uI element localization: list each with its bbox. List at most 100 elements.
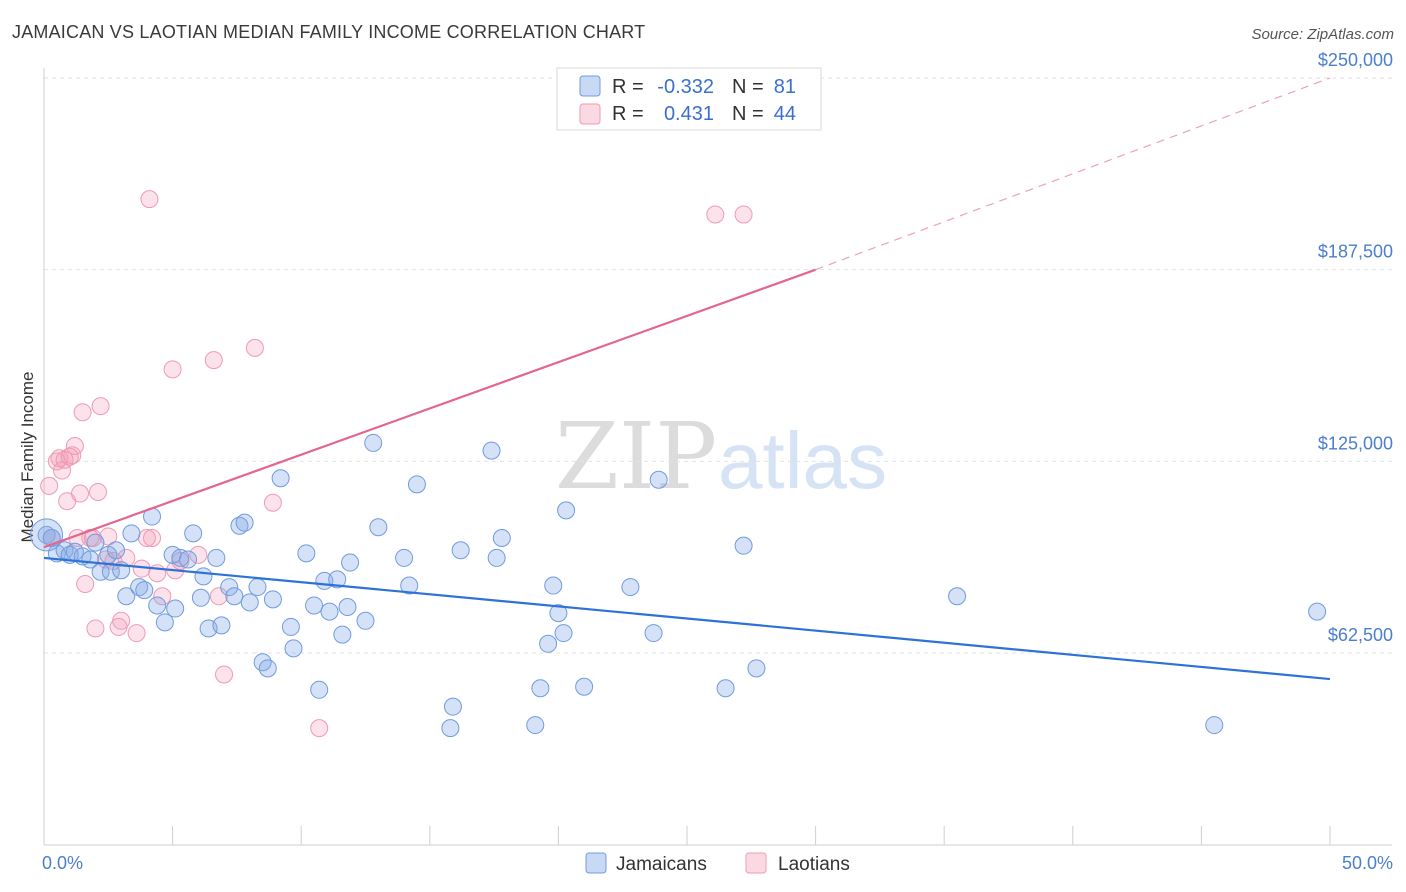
laotian-point <box>65 437 84 455</box>
y-tick-label: $62,500 <box>1328 625 1393 645</box>
chart-source: Source: ZipAtlas.com <box>1251 26 1394 43</box>
laotians-points <box>40 190 753 738</box>
jamaican-point <box>487 548 506 567</box>
legend-r-value: -0.332 <box>657 76 714 98</box>
jamaican-point <box>356 611 375 630</box>
legend-n-label: N = <box>732 103 764 125</box>
stats-legend: R = -0.332 N = 81 R = 0.431 N = 44 <box>556 67 822 131</box>
jamaican-point <box>194 567 213 586</box>
laotian-point <box>263 493 282 512</box>
jamaican-point <box>554 624 573 643</box>
laotian-point <box>71 484 90 503</box>
laotian-point <box>40 476 59 495</box>
jamaican-point <box>284 639 303 658</box>
y-axis-label: Median Family Income <box>18 371 37 542</box>
trend-lines <box>43 77 1331 681</box>
laotian-point <box>112 611 131 630</box>
jamaican-point <box>557 501 576 520</box>
jamaican-point <box>220 578 239 597</box>
jamaican-point <box>482 441 501 460</box>
laotians-trend-line <box>43 268 816 549</box>
jamaican-point <box>1205 716 1224 735</box>
y-tick-label: $250,000 <box>1318 50 1393 70</box>
jamaicans-points <box>30 433 1327 738</box>
jamaican-point <box>328 570 347 589</box>
legend-n-value: 44 <box>774 103 796 125</box>
laotian-point <box>245 338 264 357</box>
jamaican-point <box>549 604 568 623</box>
laotians-legend-label: Laotians <box>778 854 850 875</box>
jamaican-point <box>271 469 290 488</box>
y-tick-label: $125,000 <box>1318 433 1393 453</box>
jamaican-point <box>184 524 203 543</box>
jamaican-point <box>443 697 462 716</box>
jamaican-point <box>207 548 226 567</box>
laotian-point <box>163 360 182 379</box>
jamaican-point <box>492 529 511 547</box>
laotian-point <box>53 461 72 480</box>
jamaican-point <box>649 470 668 489</box>
series-legend: Jamaicans Laotians <box>585 852 850 875</box>
jamaicans-legend-label: Jamaicans <box>616 854 707 875</box>
jamaican-point <box>341 553 360 572</box>
jamaican-point <box>130 578 149 597</box>
jamaican-point <box>248 578 267 597</box>
laotian-point <box>127 624 146 643</box>
y-tick-labels: $62,500 $125,000 $187,500 $250,000 <box>1318 50 1393 645</box>
laotian-point <box>76 575 95 593</box>
legend-r-value: 0.431 <box>664 103 714 125</box>
jamaican-point <box>526 716 545 735</box>
jamaican-point <box>644 624 663 643</box>
jamaican-point <box>441 719 460 738</box>
laotian-point <box>310 719 329 738</box>
jamaican-point <box>235 513 254 532</box>
jamaican-point <box>1308 602 1327 621</box>
jamaican-point <box>297 544 316 563</box>
jamaican-point <box>539 634 558 653</box>
jamaican-point <box>240 593 259 612</box>
watermark-zip: ZIP <box>555 403 717 510</box>
jamaican-point <box>310 680 329 699</box>
laotians-swatch <box>579 103 601 125</box>
gridlines <box>44 77 1392 654</box>
laotian-point <box>204 351 223 370</box>
laotian-point <box>89 483 108 501</box>
jamaican-point <box>166 599 185 618</box>
jamaicans-trend-line <box>43 556 1331 681</box>
jamaican-point <box>395 548 414 567</box>
laotian-point <box>73 403 92 422</box>
jamaican-point <box>320 602 339 621</box>
watermark-atlas: atlas <box>718 416 887 505</box>
jamaican-point <box>575 677 594 696</box>
jamaican-point <box>107 541 126 560</box>
jamaican-point <box>263 590 282 609</box>
jamaicans-swatch <box>579 75 601 97</box>
jamaican-point <box>230 516 249 535</box>
jamaican-point <box>544 576 563 595</box>
jamaican-point <box>37 525 56 544</box>
jamaican-point <box>212 616 231 635</box>
jamaican-point <box>407 475 426 494</box>
laotian-point <box>153 587 172 606</box>
laotian-point <box>91 397 110 416</box>
jamaican-point <box>148 596 167 615</box>
legend-n-value: 81 <box>774 76 796 98</box>
jamaican-point <box>747 659 766 678</box>
jamaican-point <box>338 598 357 616</box>
jamaican-point <box>451 541 470 560</box>
jamaican-point <box>258 659 277 678</box>
jamaican-point <box>716 679 735 698</box>
jamaican-point <box>948 587 967 606</box>
jamaican-point <box>400 576 419 595</box>
x-tick-label-max: 50.0% <box>1342 853 1393 873</box>
jamaican-point <box>191 588 210 607</box>
jamaican-point <box>135 581 154 600</box>
legend-r-label: R = <box>612 76 644 98</box>
laotians-trend-extension <box>815 77 1331 271</box>
jamaican-point <box>86 533 105 552</box>
jamaican-point <box>171 548 190 567</box>
y-tick-label: $187,500 <box>1318 242 1393 262</box>
laotian-point <box>189 545 208 564</box>
legend-n-label: N = <box>732 76 764 98</box>
laotian-point <box>209 587 228 606</box>
